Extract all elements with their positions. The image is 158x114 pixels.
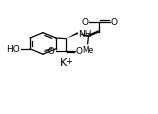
Text: O: O bbox=[75, 47, 82, 56]
Text: Me: Me bbox=[82, 45, 93, 54]
Text: NH: NH bbox=[79, 29, 92, 38]
Text: ⁻O: ⁻O bbox=[43, 46, 55, 55]
Text: O: O bbox=[110, 18, 117, 27]
Text: O: O bbox=[82, 18, 89, 27]
Text: +: + bbox=[65, 57, 72, 65]
Polygon shape bbox=[66, 33, 78, 39]
Text: HO: HO bbox=[6, 45, 20, 54]
Text: K: K bbox=[60, 57, 67, 67]
